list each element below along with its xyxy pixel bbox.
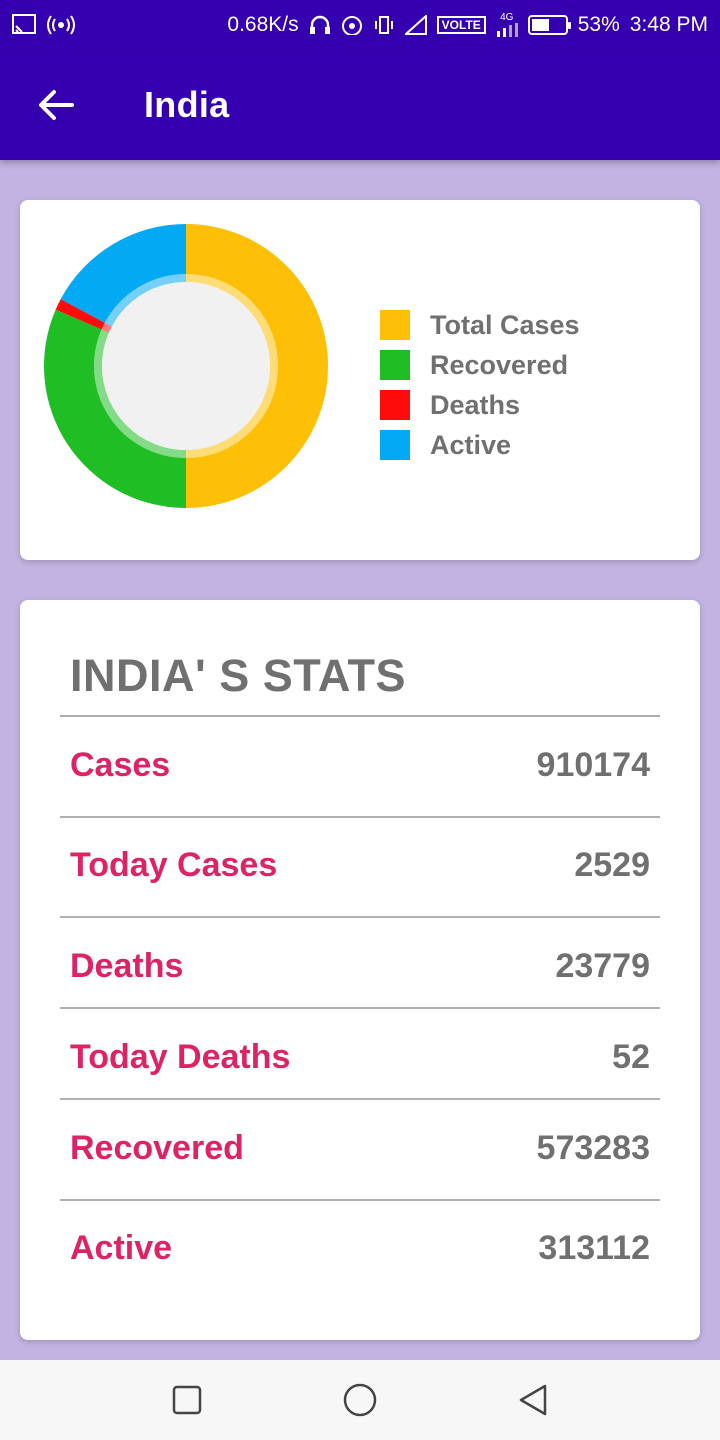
stats-title: INDIA' S STATS [70, 650, 407, 701]
donut-chart [44, 224, 328, 508]
stat-label: Today Deaths [70, 1037, 291, 1076]
arrow-back-icon [39, 90, 74, 120]
stat-label: Today Cases [70, 845, 278, 884]
stat-row-deaths: Deaths 23779 [70, 941, 650, 991]
stat-label: Active [70, 1228, 173, 1267]
donut-slice-total-cases [186, 224, 328, 508]
battery-percent: 53% [577, 13, 620, 36]
hotspot-icon [46, 14, 76, 36]
app-bar: India [0, 50, 720, 160]
legend-label: Active [430, 429, 512, 460]
nav-back-button[interactable] [503, 1370, 563, 1430]
legend-item-total-cases: Total Cases [380, 305, 580, 345]
stats-card: INDIA' S STATS Cases 910174 Today Cases … [20, 600, 700, 1340]
stat-row-recovered: Recovered 573283 [70, 1123, 650, 1173]
stat-value: 52 [612, 1037, 650, 1076]
stat-label: Recovered [70, 1128, 244, 1167]
headphones-icon [309, 15, 331, 35]
legend-swatch [380, 310, 410, 340]
volte-badge: VOLTE [436, 16, 486, 34]
divider [60, 1199, 660, 1201]
divider [60, 1098, 660, 1100]
legend-swatch [380, 390, 410, 420]
stat-value: 910174 [536, 745, 650, 784]
chart-card: Total Cases Recovered Deaths Active [20, 200, 700, 560]
stat-value: 23779 [555, 946, 650, 985]
clock: 3:48 PM [629, 13, 708, 36]
donut-slice-active [60, 224, 186, 323]
legend-label: Total Cases [430, 309, 580, 340]
stat-row-today-cases: Today Cases 2529 [70, 840, 650, 890]
legend-label: Recovered [430, 349, 569, 380]
system-nav-bar [0, 1360, 720, 1440]
stat-label: Cases [70, 745, 171, 784]
legend-swatch [380, 350, 410, 380]
network-type-label: 4G [500, 12, 514, 23]
battery-icon [527, 15, 571, 35]
vibrate-icon [373, 15, 395, 35]
stat-row-active: Active 313112 [70, 1223, 650, 1273]
donut-hole [102, 282, 270, 450]
legend-item-recovered: Recovered [380, 345, 580, 385]
donut-slice-deaths [55, 299, 105, 330]
mobile-data-icon: 4G [496, 13, 518, 37]
divider [60, 916, 660, 918]
divider [60, 1007, 660, 1009]
stat-value: 573283 [536, 1128, 650, 1167]
circle-home-icon [343, 1383, 377, 1417]
donut-slice-inner-ring [104, 274, 186, 327]
stat-row-cases: Cases 910174 [70, 740, 650, 790]
status-bar: 0.68K/s VOLTE 4G 53% 3:48 PM [0, 0, 720, 50]
home-button[interactable] [330, 1370, 390, 1430]
legend-label: Deaths [430, 389, 521, 420]
page-title: India [144, 84, 230, 125]
stat-row-today-deaths: Today Deaths 52 [70, 1032, 650, 1082]
cast-icon [12, 14, 36, 36]
legend-item-active: Active [380, 425, 580, 465]
donut-slice-inner-ring [93, 329, 186, 458]
stat-value: 313112 [538, 1228, 650, 1267]
stat-value: 2529 [574, 845, 650, 884]
wifi-calling-icon [341, 15, 363, 35]
stat-label: Deaths [70, 946, 184, 985]
square-recents-icon [172, 1385, 201, 1415]
back-button[interactable] [16, 65, 96, 145]
network-speed: 0.68K/s [227, 13, 299, 36]
chart-legend: Total Cases Recovered Deaths Active [380, 305, 580, 465]
legend-item-deaths: Deaths [380, 385, 580, 425]
donut-slice-inner-ring [101, 322, 112, 333]
divider [60, 816, 660, 818]
recents-button[interactable] [157, 1370, 217, 1430]
donut-slice-recovered [44, 309, 186, 508]
signal-icon [404, 15, 427, 35]
legend-swatch [380, 430, 410, 460]
divider [60, 715, 660, 717]
triangle-back-icon [520, 1384, 547, 1416]
